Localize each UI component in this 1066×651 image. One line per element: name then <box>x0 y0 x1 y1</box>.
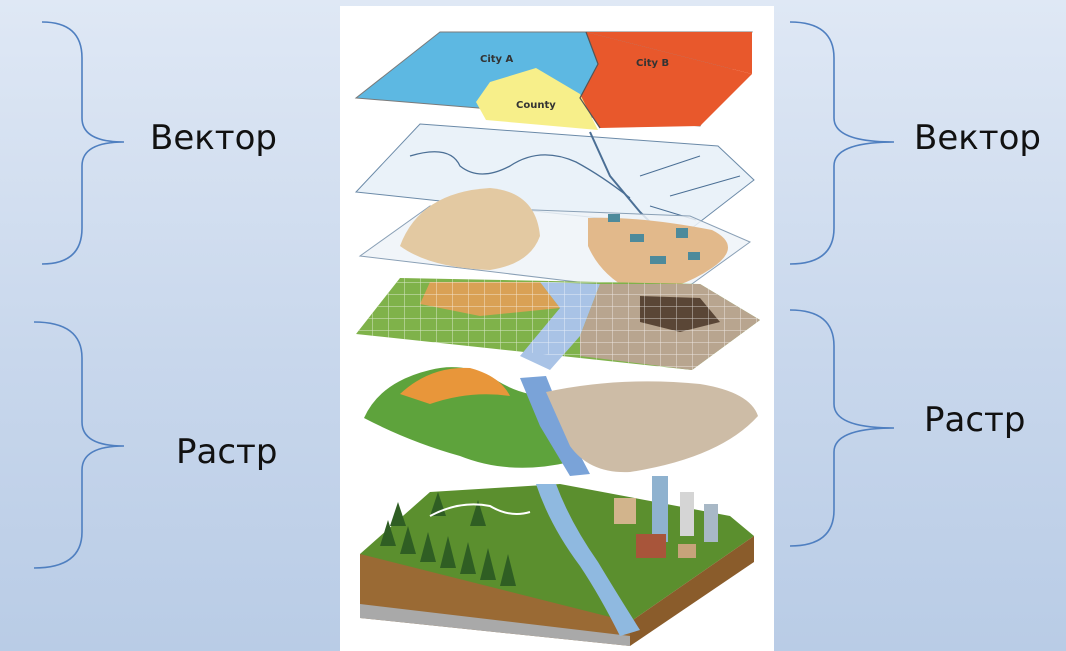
land-use-layer <box>358 188 752 295</box>
landscape-block-layer <box>360 476 754 646</box>
left-raster-label: Растр <box>176 432 278 472</box>
right-vector-brace <box>789 21 895 265</box>
admin-boundaries-layer: City A City B County <box>354 31 753 130</box>
raster-grid-layer <box>356 278 760 370</box>
right-raster-label: Растр <box>924 400 1026 440</box>
city-b-label: City B <box>636 58 669 69</box>
left-vector-label: Вектор <box>150 118 277 158</box>
right-vector-label: Вектор <box>914 118 1041 158</box>
city-a-label: City A <box>480 54 514 65</box>
layer-stack-illustration: City A City B County <box>340 6 774 651</box>
right-raster-brace <box>789 309 895 547</box>
left-vector-brace <box>41 21 125 265</box>
gis-layer-stack-icon: City A City B County <box>354 31 760 646</box>
county-label: County <box>516 100 556 111</box>
terrain-layer <box>364 367 758 476</box>
left-raster-brace <box>33 321 125 569</box>
